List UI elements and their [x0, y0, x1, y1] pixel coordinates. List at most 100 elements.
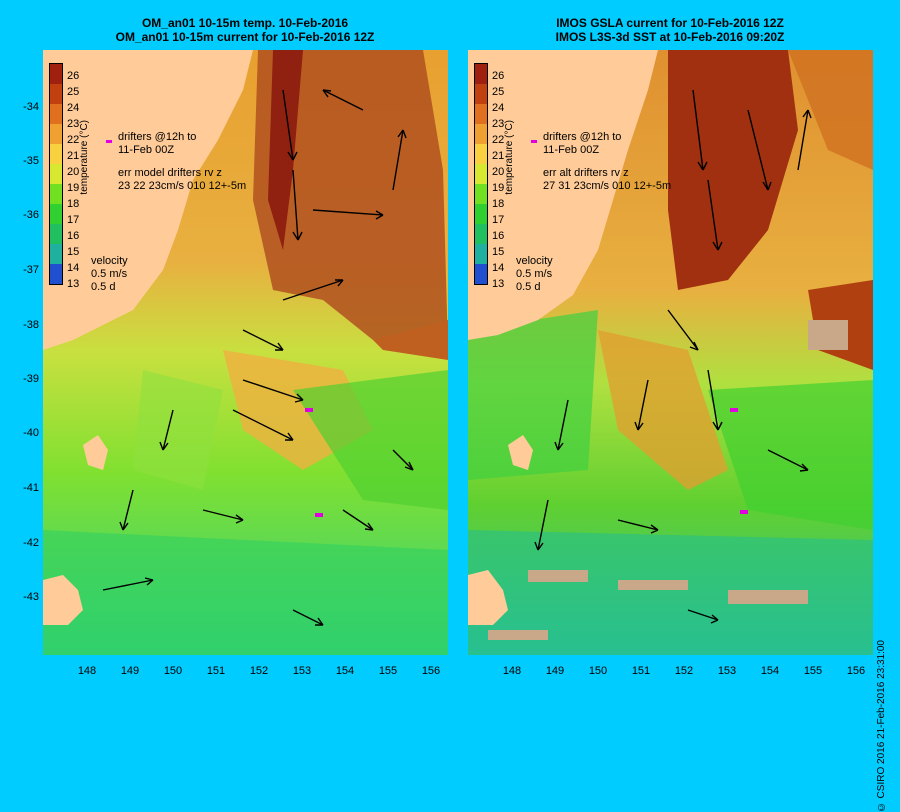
lon-label: 155	[378, 665, 398, 677]
current-arrow	[637, 379, 649, 431]
lon-label: 148	[502, 665, 522, 677]
drifter-track	[305, 408, 313, 412]
colorbar-swatch	[475, 144, 487, 164]
current-arrows	[534, 89, 812, 624]
lat-label: -34	[23, 101, 39, 113]
right-map: 26 25 24 23 22 21 20 19 18 17 16 15 14 1…	[468, 50, 873, 655]
current-arrow	[242, 379, 304, 401]
colorbar-tick: 21	[492, 150, 505, 162]
lon-label: 150	[163, 665, 183, 677]
drifters-line2: 11-Feb 00Z	[543, 144, 600, 156]
colorbar-tick: 26	[67, 70, 80, 82]
colorbar-tick: 24	[67, 102, 80, 114]
left-title-line1: OM_an01 10-15m temp. 10-Feb-2016	[141, 16, 349, 30]
warm-eddy	[253, 50, 448, 350]
colorbar-swatch	[475, 224, 487, 244]
current-arrow	[282, 279, 344, 301]
lon-label: 150	[588, 665, 608, 677]
lat-label: -40	[23, 427, 39, 439]
colorbar-tick: 26	[492, 70, 505, 82]
arrowhead	[802, 109, 812, 119]
arrowhead	[364, 522, 374, 531]
southern-cool-water	[468, 530, 873, 655]
lon-label: 154	[760, 665, 780, 677]
arrowhead	[375, 210, 384, 220]
warm-current-core	[268, 50, 303, 250]
colorbar-tick: 23	[492, 118, 505, 130]
colorbar-label: temperature (°C)	[79, 120, 90, 195]
colorbar-swatch	[50, 244, 62, 264]
current-arrow	[282, 89, 294, 161]
cloud-patch	[728, 590, 808, 604]
drifters-line1: drifters @12h to	[118, 131, 197, 143]
arrowhead	[762, 181, 772, 191]
lat-label: -35	[23, 155, 39, 167]
arrowhead	[689, 341, 699, 351]
left-panel-title: OM_an01 10-15m temp. 10-Feb-2016 OM_an01…	[45, 16, 445, 44]
colorbar-tick: 18	[492, 198, 505, 210]
lon-label: 152	[674, 665, 694, 677]
arrowhead	[144, 577, 154, 586]
colorbar-tick: 20	[492, 166, 505, 178]
lon-label: 156	[421, 665, 441, 677]
drifters-line1: drifters @12h to	[543, 131, 622, 143]
drifter-legend-marker	[106, 140, 112, 143]
colorbar-tick: 13	[67, 278, 80, 290]
arrowhead	[315, 617, 324, 626]
velocity-time: 0.5 d	[516, 281, 541, 293]
mainland-australia	[468, 50, 658, 340]
arrowhead	[799, 463, 809, 472]
drifter-track	[740, 510, 748, 514]
left-colorbar	[49, 63, 63, 285]
mainland-australia	[43, 50, 253, 350]
lon-label: 148	[77, 665, 97, 677]
colorbar-label: temperature (°C)	[504, 120, 515, 195]
colorbar-tick: 22	[67, 134, 80, 146]
colorbar-swatch	[50, 204, 62, 224]
colorbar-tick: 20	[67, 166, 80, 178]
arrowhead	[119, 521, 129, 531]
lon-label: 153	[292, 665, 312, 677]
current-arrow	[322, 89, 364, 111]
colorbar-swatch	[475, 244, 487, 264]
cool-patch	[133, 370, 223, 490]
colorbar-swatch	[50, 84, 62, 104]
colorbar-swatch	[50, 224, 62, 244]
velocity-speed: 0.5 m/s	[516, 268, 553, 280]
colorbar-tick: 14	[67, 262, 80, 274]
colorbar-swatch	[50, 124, 62, 144]
cloud-patch	[528, 570, 588, 582]
arrowhead	[712, 241, 723, 251]
drifter-track	[730, 408, 738, 412]
current-arrow	[707, 369, 719, 431]
colorbar-swatch	[475, 84, 487, 104]
warm-region	[788, 50, 873, 170]
error-line1: err alt drifters rv z	[543, 167, 629, 179]
lon-label: 155	[803, 665, 823, 677]
arrowhead	[534, 541, 544, 551]
colorbar-tick: 16	[67, 230, 80, 242]
arrowhead	[287, 151, 298, 161]
colorbar-tick: 23	[67, 118, 80, 130]
colorbar-tick: 16	[492, 230, 505, 242]
colorbar-tick: 17	[67, 214, 80, 226]
arrowhead	[292, 231, 303, 241]
colorbar-tick: 15	[67, 246, 80, 258]
lon-label: 151	[631, 665, 651, 677]
current-arrow	[747, 109, 769, 191]
lat-label: -42	[23, 537, 39, 549]
current-arrow	[202, 509, 244, 521]
right-title-line1: IMOS GSLA current for 10-Feb-2016 12Z	[556, 16, 784, 30]
current-arrow	[122, 489, 134, 531]
arrowhead	[285, 432, 294, 441]
colorbar-swatch	[50, 144, 62, 164]
cloud-patch	[808, 320, 848, 350]
velocity-time: 0.5 d	[91, 281, 116, 293]
colorbar-tick: 25	[492, 86, 505, 98]
lat-label: -36	[23, 209, 39, 221]
current-arrow	[537, 499, 549, 551]
current-arrow	[102, 579, 154, 591]
arrowhead	[397, 129, 407, 139]
arrowhead	[404, 461, 414, 471]
error-stats-note: err alt drifters rv z 27 31 23cm/s 010 1…	[543, 167, 671, 193]
